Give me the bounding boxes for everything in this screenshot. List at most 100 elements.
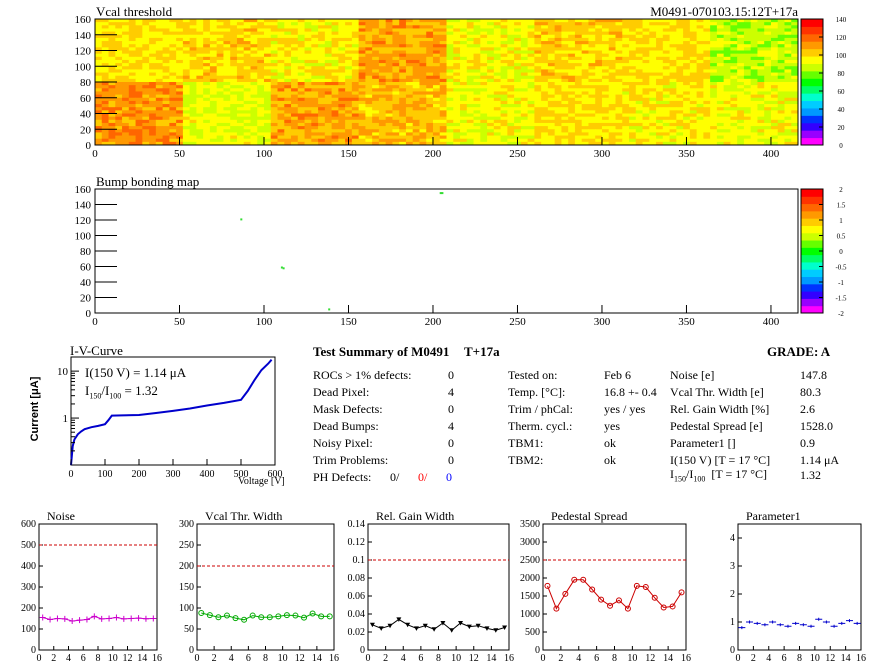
map-cell: [223, 82, 231, 86]
map-cell: [791, 31, 799, 36]
map-cell: [169, 82, 177, 86]
map-cell: [250, 63, 258, 67]
map-cell: [176, 22, 184, 26]
roc-point: [607, 602, 614, 609]
map-cell: [135, 138, 143, 143]
map-cell: [196, 53, 204, 58]
map-cell: [615, 85, 623, 89]
map-cell: [385, 44, 393, 48]
map-cell: [757, 91, 765, 96]
map-cell: [568, 129, 576, 133]
map-cell: [284, 113, 292, 118]
map-cell: [737, 44, 745, 48]
map-cell: [757, 56, 765, 61]
map-cell: [656, 78, 664, 83]
map-cell: [365, 141, 373, 146]
map-cell: [257, 107, 265, 111]
map-cell: [439, 63, 447, 67]
map-cell: [473, 28, 481, 33]
palette-band: [801, 240, 823, 248]
map-cell: [405, 69, 414, 74]
bump-bonding-map: [240, 192, 444, 311]
map-cell: [676, 129, 684, 133]
map-cell: [122, 141, 130, 146]
map-cell: [588, 19, 596, 23]
map-cell: [460, 138, 468, 143]
map-cell: [493, 119, 502, 124]
map-cell: [257, 78, 265, 83]
map-cell: [189, 132, 197, 137]
map-cell: [683, 72, 691, 77]
map-cell: [209, 22, 218, 26]
map-cell: [568, 91, 576, 96]
map-cell: [703, 44, 711, 48]
map-cell: [223, 37, 231, 42]
map-cell: [318, 88, 326, 92]
palette-band: [801, 203, 823, 212]
map-cell: [419, 34, 427, 39]
map-cell: [547, 47, 556, 51]
map-cell: [615, 47, 623, 51]
map-cell: [297, 94, 306, 99]
map-cell: [318, 107, 326, 111]
map-cell: [493, 100, 502, 105]
roc-point: [396, 617, 402, 622]
map-cell: [182, 141, 191, 146]
map-cell: [581, 116, 589, 121]
roc-x-tick-label: 6: [782, 653, 787, 664]
map-cell: [737, 116, 745, 121]
map-cell: [318, 126, 326, 130]
map-cell: [155, 91, 164, 96]
map-cell: [338, 97, 346, 102]
map-cell: [507, 122, 515, 127]
map-cell: [662, 63, 671, 67]
map-cell: [304, 119, 312, 124]
map-cell: [419, 119, 427, 124]
map-cell: [588, 97, 596, 102]
map-cell: [419, 100, 427, 105]
map-cell: [689, 116, 698, 121]
map-cell: [304, 19, 312, 23]
map-cell: [561, 28, 569, 33]
map-cell: [574, 122, 583, 127]
map-cell: [358, 31, 366, 36]
map-cell: [460, 97, 468, 102]
map-cell: [716, 104, 725, 108]
map-cell: [385, 19, 393, 23]
map-cell: [574, 22, 583, 26]
map-cell: [324, 69, 333, 74]
map-cell: [561, 69, 569, 74]
map-cell: [95, 78, 103, 83]
map-cell: [635, 113, 644, 118]
map-cell: [791, 59, 799, 64]
map-cell: [101, 100, 110, 105]
map-cell: [115, 113, 123, 118]
map-cell: [291, 107, 299, 111]
map-cell: [149, 135, 157, 140]
map-cell: [561, 91, 569, 96]
map-cell: [189, 25, 197, 29]
roc-point: [215, 614, 222, 621]
palette-band: [801, 70, 823, 79]
map-cell: [236, 94, 245, 99]
map-cell: [182, 126, 191, 130]
map-cell: [703, 19, 711, 23]
roc-point: [83, 616, 90, 623]
map-cell: [378, 94, 387, 99]
map-cell: [460, 135, 468, 140]
map-cell: [176, 129, 184, 133]
map-cell: [128, 78, 137, 83]
map-cell: [331, 116, 339, 121]
map-cell: [743, 85, 752, 89]
map-cell: [703, 72, 711, 77]
map-cell: [716, 135, 725, 140]
map-cell: [230, 75, 238, 80]
map-cell: [601, 31, 610, 36]
map-cell: [392, 31, 400, 36]
map-cell: [304, 94, 312, 99]
map-cell: [541, 104, 549, 108]
map-cell: [642, 88, 650, 92]
map-cell: [703, 28, 711, 33]
roc-point: [128, 615, 135, 622]
map-cell: [128, 88, 137, 92]
